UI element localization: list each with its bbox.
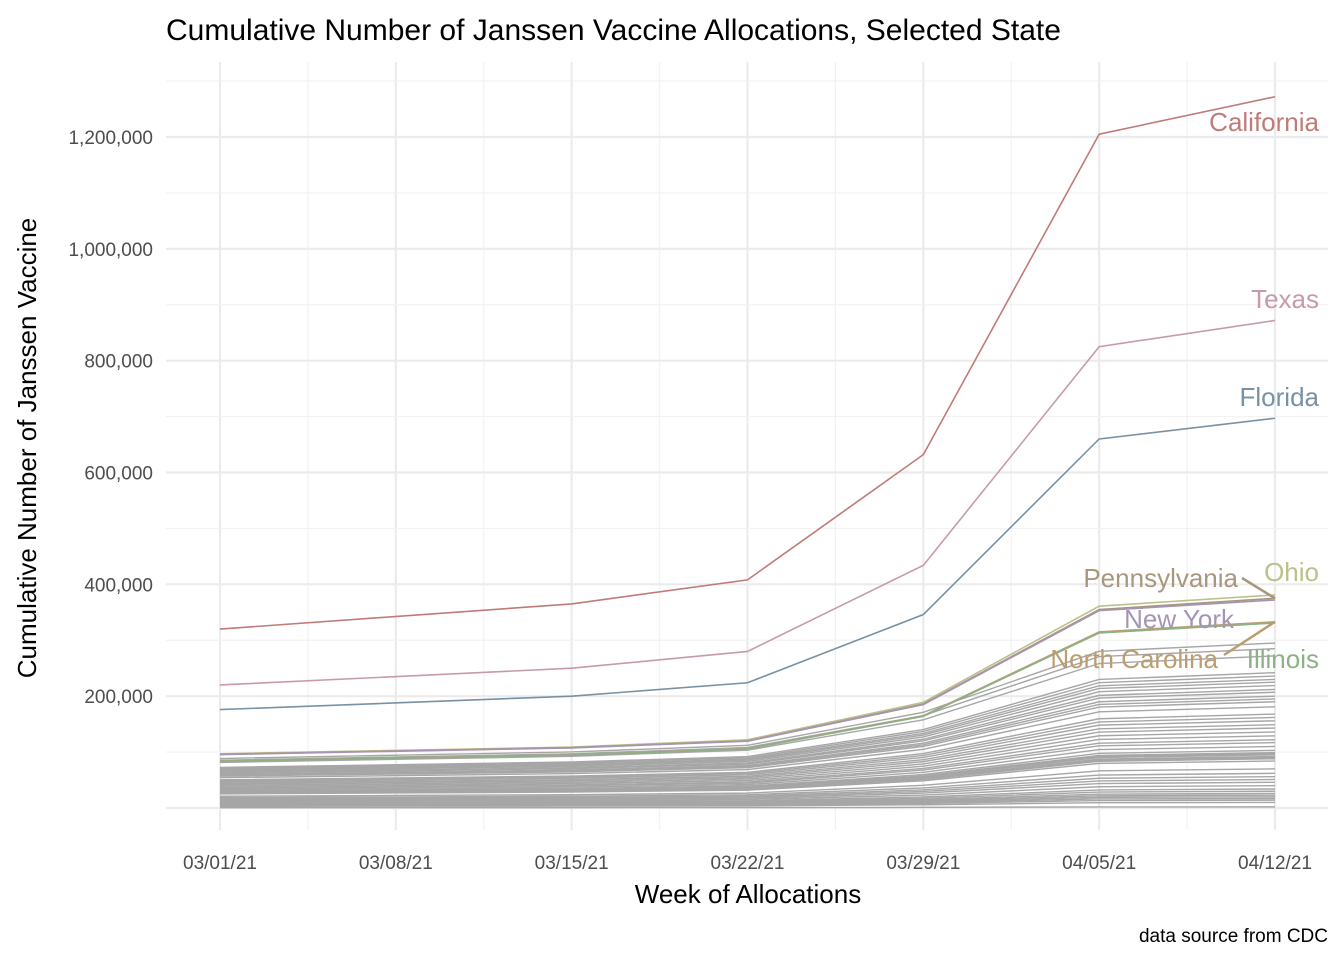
background-series-line: [219, 749, 1276, 792]
series-label-texas: Texas: [1251, 284, 1319, 314]
background-series-line: [219, 678, 1276, 771]
label-leader-line: [1223, 620, 1276, 657]
y-axis-title: Cumulative Number of Janssen Vaccine: [12, 218, 42, 679]
background-series-line: [219, 720, 1276, 783]
chart-title: Cumulative Number of Janssen Vaccine All…: [166, 14, 1061, 47]
background-series-line: [219, 675, 1276, 770]
label-leader-line: [1241, 576, 1276, 600]
series-label-pennsylvania: Pennsylvania: [1083, 563, 1238, 593]
background-series-line: [219, 745, 1276, 791]
background-series-line: [219, 713, 1276, 781]
background-series-line: [219, 760, 1276, 795]
series-label-california: California: [1209, 107, 1319, 137]
x-tick-label: 03/29/21: [886, 853, 960, 874]
caption: data source from CDC: [1139, 926, 1328, 947]
background-series-line: [219, 642, 1276, 760]
background-series-lines: [219, 642, 1276, 809]
background-series-line: [219, 731, 1276, 786]
background-series-line: [219, 772, 1276, 799]
y-tick-label: 400,000: [84, 575, 153, 596]
background-series-line: [219, 806, 1276, 809]
background-series-line: [219, 706, 1276, 779]
series-line-florida: [219, 417, 1276, 711]
y-tick-label: 800,000: [84, 352, 153, 373]
background-series-line: [219, 788, 1276, 803]
background-series-line: [219, 691, 1276, 774]
background-series-line: [219, 723, 1276, 784]
series-label-north-carolina: North Carolina: [1050, 644, 1218, 674]
y-tick-label: 1,000,000: [68, 240, 153, 261]
background-series-line: [219, 784, 1276, 802]
series-label-illinois: Illinois: [1247, 644, 1319, 674]
background-series-line: [219, 741, 1276, 790]
y-tick-label: 1,200,000: [68, 128, 153, 149]
highlighted-series-lines: [219, 95, 1276, 763]
background-series-line: [219, 778, 1276, 801]
background-series-line: [219, 671, 1276, 769]
background-series-line: [219, 790, 1276, 804]
series-line-new-york: [219, 599, 1276, 756]
background-series-line: [219, 716, 1276, 782]
series-line-illinois: [219, 622, 1276, 763]
background-series-line: [219, 698, 1276, 776]
series-label-new-york: New York: [1124, 604, 1235, 634]
series-line-texas: [219, 319, 1276, 686]
grid-lines: [166, 62, 1328, 830]
background-series-line: [219, 727, 1276, 785]
background-series-line: [219, 647, 1276, 761]
background-series-line: [219, 681, 1276, 771]
x-tick-label: 04/12/21: [1238, 853, 1312, 874]
background-series-line: [219, 799, 1276, 807]
background-series-line: [219, 688, 1276, 774]
background-series-line: [219, 684, 1276, 772]
x-tick-label: 03/01/21: [183, 853, 257, 874]
series-line-california: [219, 95, 1276, 630]
label-leader-lines: [1223, 576, 1276, 657]
background-series-line: [219, 701, 1276, 777]
x-tick-label: 04/05/21: [1062, 853, 1136, 874]
x-axis-ticks: 03/01/21 03/08/21 03/15/21 03/22/21 03/29/21…: [183, 853, 1312, 874]
x-tick-label: 03/08/21: [359, 853, 433, 874]
background-series-line: [219, 758, 1276, 794]
background-series-line: [219, 655, 1276, 764]
background-series-line: [219, 695, 1276, 776]
x-tick-label: 03/22/21: [711, 853, 785, 874]
background-series-line: [219, 768, 1276, 797]
background-series-line: [219, 775, 1276, 800]
y-axis-ticks: 200,000 400,000 600,000 800,000 1,000,000 1,2…: [68, 128, 153, 708]
x-tick-label: 03/15/21: [535, 853, 609, 874]
series-label-florida: Florida: [1240, 382, 1320, 412]
x-axis-title: Week of Allocations: [635, 879, 861, 909]
series-label-ohio: Ohio: [1264, 557, 1319, 587]
background-series-line: [219, 735, 1276, 788]
background-series-line: [219, 739, 1276, 789]
y-tick-label: 600,000: [84, 464, 153, 485]
series-labels: California Texas Florida Ohio Pennsylvania Ne…: [1050, 107, 1319, 674]
background-series-line: [219, 801, 1276, 808]
y-tick-label: 200,000: [84, 687, 153, 708]
background-series-line: [219, 781, 1276, 801]
